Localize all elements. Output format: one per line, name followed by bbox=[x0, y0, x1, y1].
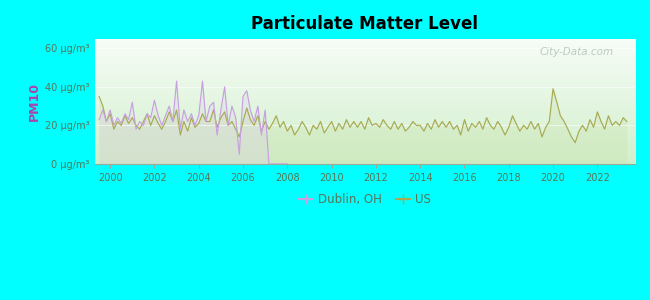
Text: City-Data.com: City-Data.com bbox=[540, 47, 614, 58]
Y-axis label: PM10: PM10 bbox=[28, 82, 41, 121]
Title: Particulate Matter Level: Particulate Matter Level bbox=[252, 15, 478, 33]
Legend: Dublin, OH, US: Dublin, OH, US bbox=[294, 188, 436, 211]
